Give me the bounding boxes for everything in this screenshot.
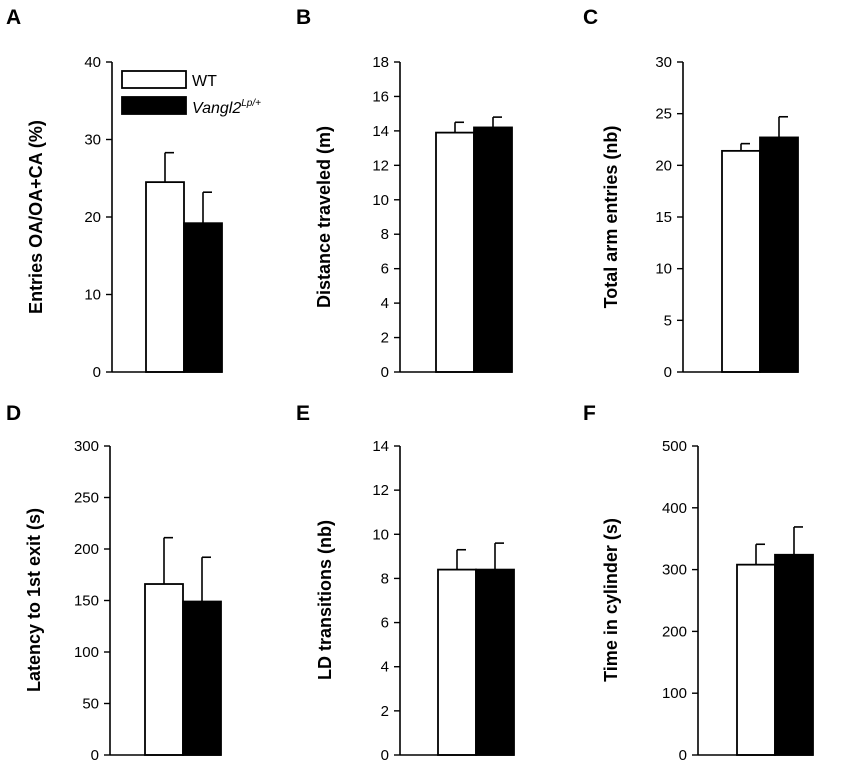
- y-tick-label: 40: [84, 54, 101, 71]
- y-tick-label: 5: [664, 312, 672, 329]
- y-tick-label: 100: [662, 685, 687, 702]
- bar-wt: [145, 181, 185, 373]
- legend: WT Vangl2Lp/+: [121, 70, 261, 117]
- y-tick-label: 10: [372, 526, 389, 543]
- y-tick-label: 2: [381, 330, 389, 347]
- bar-vangl2: [473, 126, 513, 373]
- panel-e: E LD transitions (nb) 0 2 4 6 8 10 12 14: [296, 402, 515, 764]
- y-tick-label: 6: [381, 261, 389, 278]
- bar-wt: [721, 149, 761, 373]
- y-tick-label: 50: [82, 696, 99, 713]
- y-tick-label: 10: [372, 192, 389, 209]
- y-tick-label: 2: [381, 703, 389, 720]
- y-tick-label: 150: [74, 593, 99, 610]
- y-tick-label: 30: [655, 54, 672, 71]
- y-tick-label: 200: [74, 541, 99, 558]
- y-tick-label: 10: [655, 261, 672, 278]
- panel-letter: E: [296, 402, 310, 425]
- y-tick-label: 0: [93, 364, 101, 381]
- panel-letter: D: [6, 402, 21, 425]
- legend-swatch-vangl2: [121, 96, 187, 115]
- y-tick-label: 250: [74, 490, 99, 507]
- y-tick-label: 400: [662, 500, 687, 517]
- y-tick-label: 4: [381, 659, 389, 676]
- bar-wt: [736, 563, 776, 756]
- legend-label-vangl2-name: Vangl2: [192, 100, 241, 117]
- bar-vangl2: [182, 600, 222, 756]
- y-tick-label: 10: [84, 287, 101, 304]
- bar-vangl2: [183, 222, 223, 373]
- y-tick-label: 20: [84, 209, 101, 226]
- y-tick-label: 8: [381, 226, 389, 243]
- y-tick-label: 14: [372, 123, 389, 140]
- y-tick-label: 500: [662, 438, 687, 455]
- bar-wt: [435, 131, 475, 373]
- panel-d: D Latency to 1st exit (s) 0 50 100 150 200 250 3…: [6, 402, 222, 764]
- panel-letter: B: [296, 6, 311, 29]
- legend-label-vangl2: Vangl2Lp/+: [192, 98, 261, 117]
- bar-vangl2: [475, 568, 515, 756]
- y-tick-label: 20: [655, 157, 672, 174]
- y-axis-label: Latency to 1st exit (s): [24, 508, 44, 692]
- y-tick-label: 300: [74, 438, 99, 455]
- panel-letter: F: [583, 402, 596, 425]
- y-axis-label: Entries OA/OA+CA (%): [26, 120, 46, 314]
- y-axis-label: LD transitions (nb): [315, 520, 335, 680]
- y-tick-label: 14: [372, 438, 389, 455]
- y-tick-label: 300: [662, 562, 687, 579]
- y-tick-label: 25: [655, 106, 672, 123]
- y-tick-label: 30: [84, 132, 101, 149]
- y-tick-label: 12: [372, 482, 389, 499]
- y-tick-label: 6: [381, 615, 389, 632]
- panel-c: C Total arm entries (nb) 0 5 10 15 20 25 30: [583, 6, 799, 381]
- y-tick-label: 0: [664, 364, 672, 381]
- bar-vangl2: [759, 136, 799, 373]
- panel-a: A Entries OA/OA+CA (%) 0 10 20 30 40: [6, 6, 223, 381]
- panel-letter: C: [583, 6, 598, 29]
- y-tick-label: 15: [655, 209, 672, 226]
- panel-b: B Distance traveled (m) 0 2 4 6 8 10 12 14 16 18: [296, 6, 513, 381]
- legend-swatch-wt: [121, 70, 187, 89]
- y-tick-label: 0: [679, 747, 687, 764]
- y-tick-label: 8: [381, 570, 389, 587]
- y-axis-label: Distance traveled (m): [314, 126, 334, 308]
- legend-label-wt: WT: [192, 73, 217, 90]
- y-tick-label: 0: [381, 364, 389, 381]
- panel-letter: A: [6, 6, 21, 29]
- y-tick-label: 12: [372, 157, 389, 174]
- y-tick-label: 0: [381, 747, 389, 764]
- bar-wt: [437, 568, 477, 756]
- y-tick-label: 200: [662, 623, 687, 640]
- y-tick-label: 16: [372, 88, 389, 105]
- bar-vangl2: [774, 553, 814, 756]
- legend-label-vangl2-superscript: Lp/+: [241, 98, 261, 109]
- y-tick-label: 100: [74, 644, 99, 661]
- y-tick-label: 4: [381, 295, 389, 312]
- panel-f: F Time in cylinder (s) 0 100 200 300 400 500: [583, 402, 814, 764]
- y-tick-label: 18: [372, 54, 389, 71]
- bar-wt: [144, 583, 184, 756]
- y-axis-label: Time in cylinder (s): [601, 518, 621, 682]
- y-axis-label: Total arm entries (nb): [601, 126, 621, 309]
- y-tick-label: 0: [91, 747, 99, 764]
